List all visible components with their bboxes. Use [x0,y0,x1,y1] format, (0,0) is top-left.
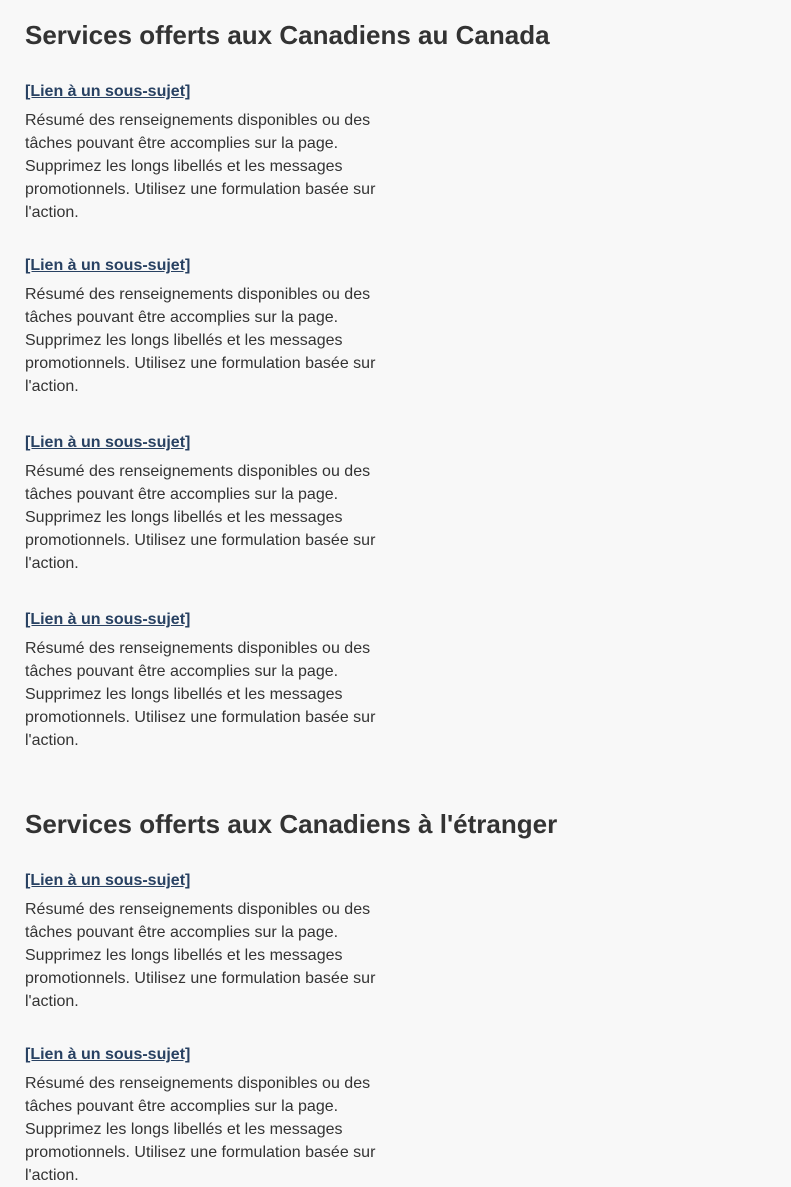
subtopic-link[interactable]: [Lien à un sous-sujet] [25,434,191,451]
subtopic-link[interactable]: [Lien à un sous-sujet] [25,611,191,628]
list-item: [Lien à un sous-sujet] Résumé des rensei… [25,1013,415,1187]
subtopic-link[interactable]: [Lien à un sous-sujet] [25,257,191,274]
subtopic-summary: Résumé des renseignements disponibles ou… [25,901,376,1010]
list-item: [Lien à un sous-sujet] Résumé des rensei… [25,224,415,398]
section-canada: Services offerts aux Canadiens au Canada… [25,0,791,752]
section-abroad: Services offerts aux Canadiens à l'étran… [25,792,791,1187]
list-item: [Lien à un sous-sujet] Résumé des rensei… [25,398,415,575]
subtopic-summary: Résumé des renseignements disponibles ou… [25,112,376,221]
section-title: Services offerts aux Canadiens au Canada [25,20,550,50]
list-item: [Lien à un sous-sujet] Résumé des rensei… [25,839,415,1013]
subtopic-summary: Résumé des renseignements disponibles ou… [25,1075,376,1184]
subtopic-summary: Résumé des renseignements disponibles ou… [25,286,376,395]
subtopic-summary: Résumé des renseignements disponibles ou… [25,463,376,572]
list-item: [Lien à un sous-sujet] Résumé des rensei… [25,575,415,752]
section-title: Services offerts aux Canadiens à l'étran… [25,809,558,839]
list-item: [Lien à un sous-sujet] Résumé des rensei… [25,50,415,224]
subtopic-link[interactable]: [Lien à un sous-sujet] [25,83,191,100]
subtopic-link[interactable]: [Lien à un sous-sujet] [25,1046,191,1063]
subtopic-summary: Résumé des renseignements disponibles ou… [25,640,376,749]
subtopic-link[interactable]: [Lien à un sous-sujet] [25,872,191,889]
